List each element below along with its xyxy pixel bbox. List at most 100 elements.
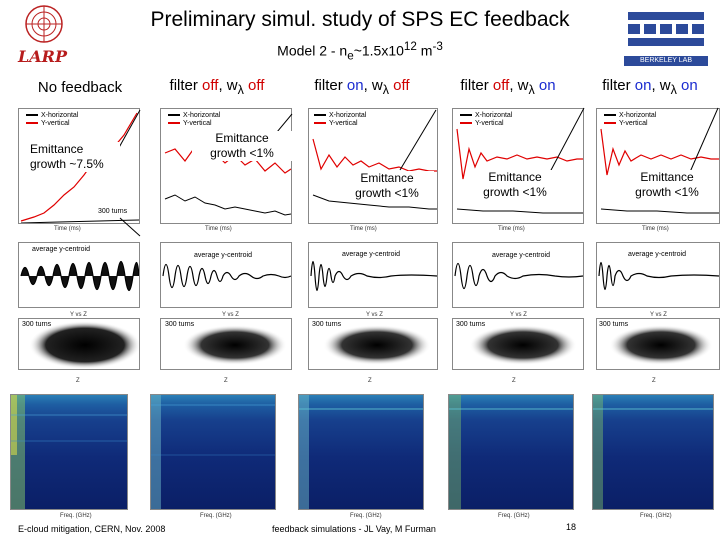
yvsz-label-4: Y vs Z [510, 312, 527, 318]
spectrum-overlay-2 [151, 395, 275, 509]
hdr2-state-a: off [202, 77, 219, 94]
hdr3-state-b: off [389, 77, 410, 94]
scatter-cloud-3 [323, 325, 431, 365]
berkeley-lab-text: BERKELEY LAB [624, 56, 708, 66]
scatter-cloud-5 [609, 325, 713, 365]
slide-subtitle: Model 2 - ne~1.5x1012 m-3 [0, 40, 720, 62]
turns-label-top: 300 turns [98, 208, 128, 215]
emittance-y-curve-1 [20, 219, 139, 223]
cern-logo-icon [25, 5, 63, 43]
larp-logo: LARP [18, 47, 78, 67]
subtitle-text: Model 2 - n [277, 42, 348, 59]
turns-label-3: 300 turns [312, 321, 342, 328]
emittance-x-curve-3 [312, 138, 437, 172]
freq-label-2: Freq. (GHz) [200, 513, 232, 519]
legend-2: X-horizontal Y-vertical [168, 112, 220, 128]
legend-y-label-1: Y-vertical [41, 120, 70, 127]
column-header-3: filter on, wλ off [290, 77, 434, 97]
time-label-4: Time (ms) [498, 226, 525, 232]
legend-x-2: X-horizontal [168, 112, 220, 120]
spectrum-map-5 [592, 394, 714, 510]
z-label-5: Z [652, 378, 656, 384]
z-label-3: Z [368, 378, 372, 384]
footer-center: feedback simulations - JL Vay, M Furman [272, 524, 436, 534]
legend-y-4: Y-vertical [460, 120, 512, 128]
centroid-label-1: average y-centroid [32, 246, 90, 253]
hdr3-a: filter [314, 77, 347, 94]
legend-x-4: X-horizontal [460, 112, 512, 120]
berkeley-lab-graphic [628, 12, 704, 46]
annotation-4-line2: growth <1% [483, 185, 547, 199]
spectrum-map-3 [298, 394, 424, 510]
time-label-1: Time (ms) [54, 226, 81, 232]
spectrum-overlay-4 [449, 395, 573, 509]
subtitle-tail2: m [416, 42, 433, 59]
emittance-plot-2 [160, 108, 292, 224]
turns-label-4: 300 turns [456, 321, 486, 328]
annotation-5-line2: growth <1% [635, 185, 699, 199]
hdr3-b: , w [363, 77, 383, 94]
centroid-wave-5 [598, 261, 719, 291]
centroid-wave-3 [310, 260, 437, 292]
yvsz-label-3: Y vs Z [366, 312, 383, 318]
yvsz-label-5: Y vs Z [650, 312, 667, 318]
legend-y-3: Y-vertical [314, 120, 366, 128]
legend-x-label-3: X-horizontal [329, 112, 367, 119]
annotation-2-line2: growth <1% [210, 146, 274, 160]
time-label-5: Time (ms) [642, 226, 669, 232]
subtitle-sub: e [347, 49, 354, 63]
subtitle-sup2: -3 [432, 40, 443, 53]
freq-label-3: Freq. (GHz) [350, 513, 382, 519]
yvsz-label-1: Y vs Z [70, 312, 87, 318]
legend-y-1: Y-vertical [26, 120, 78, 128]
hdr3-sym: λ [382, 83, 390, 97]
spectrum-map-4 [448, 394, 574, 510]
page-number: 18 [566, 522, 577, 532]
turns-label-5: 300 turns [599, 321, 629, 328]
yvsz-label-2: Y vs Z [222, 312, 239, 318]
spectrum-map-1 [10, 394, 128, 510]
legend-5: X-horizontal Y-vertical [604, 112, 656, 128]
hdr2-a: filter [169, 77, 203, 94]
centroid-wave-1 [20, 260, 139, 292]
legend-x-label-4: X-horizontal [475, 112, 513, 119]
annotation-4-line1: Emittance [488, 170, 542, 184]
legend-x-3: X-horizontal [314, 112, 366, 120]
hdr4-state-a: off [492, 77, 510, 94]
centroid-label-4: average y-centroid [492, 252, 550, 259]
cern-logo [20, 4, 68, 44]
annotation-2: Emittance growth <1% [192, 131, 292, 161]
z-label-1: Z [76, 378, 80, 384]
slide-title: Preliminary simul. study of SPS EC feedb… [150, 8, 570, 31]
emittance-y-curve-4 [456, 208, 583, 214]
hdr2-b: , w [218, 77, 238, 94]
annotation-3: Emittance growth <1% [340, 171, 434, 201]
emittance-y-curve-2 [164, 194, 291, 216]
annotation-1-line1: Emittance [30, 142, 84, 156]
legend-y-2: Y-vertical [168, 120, 220, 128]
legend-x-label-2: X-horizontal [183, 112, 221, 119]
freq-label-5: Freq. (GHz) [640, 513, 672, 519]
time-label-2: Time (ms) [205, 226, 232, 232]
turns-label-1: 300 turns [22, 321, 52, 328]
hdr4-b: , w [509, 77, 529, 94]
centroid-label-2: average y-centroid [194, 252, 252, 259]
legend-y-label-4: Y-vertical [475, 120, 504, 127]
annotation-1: Emittance growth ~7.5% [30, 142, 120, 172]
centroid-wave-2 [162, 263, 291, 289]
time-label-3: Time (ms) [350, 226, 377, 232]
hdr5-state-b: on [676, 77, 698, 94]
annotation-2-line1: Emittance [215, 131, 269, 145]
spectrum-overlay-3 [299, 395, 423, 509]
column-header-5: filter on, wλ on [578, 77, 720, 97]
legend-x-5: X-horizontal [604, 112, 656, 120]
annotation-4: Emittance growth <1% [470, 170, 560, 200]
annotation-3-line2: growth <1% [355, 186, 419, 200]
hdr4-a: filter [460, 77, 493, 94]
column-header-1: No feedback [37, 79, 123, 96]
hdr2-state-b: off [243, 77, 265, 94]
annotation-5: Emittance growth <1% [622, 170, 712, 200]
larp-logo-text: LARP [18, 47, 67, 66]
annotation-5-line1: Emittance [640, 170, 694, 184]
subtitle-tail: ~1.5x10 [353, 42, 404, 59]
